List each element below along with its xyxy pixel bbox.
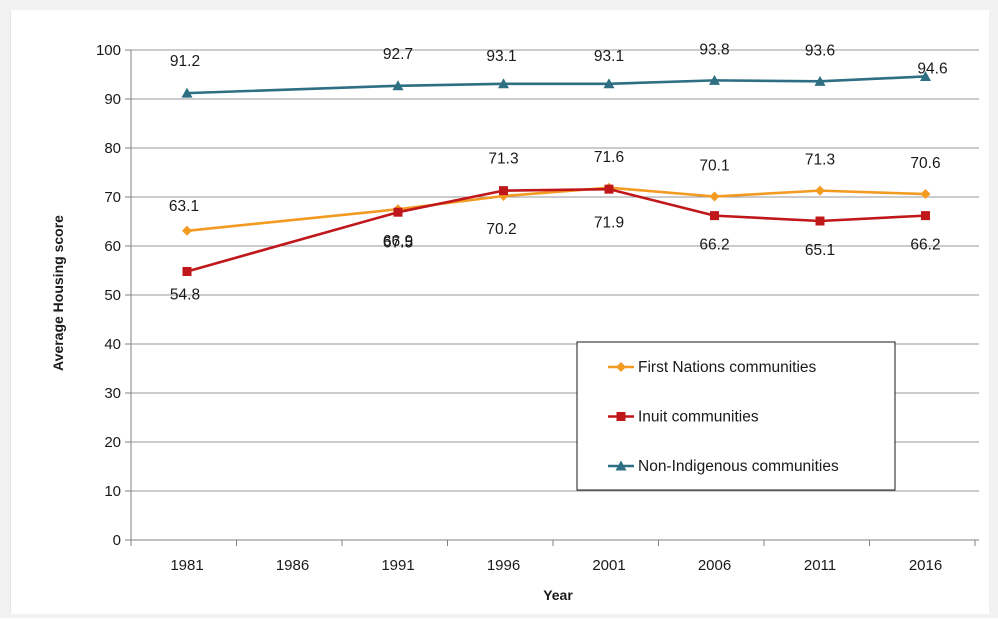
data-label-inuit-communities-2006: 66.2 (699, 237, 729, 254)
y-tick-label-50: 50 (104, 287, 121, 304)
x-tick-label-2011: 2011 (804, 557, 836, 574)
legend-marker-first-nations-communities (616, 362, 626, 372)
point-non-indigenous-communities-2006 (709, 74, 720, 85)
x-tick-label-2001: 2001 (592, 557, 625, 574)
data-label-first-nations-communities-2006: 70.1 (699, 158, 729, 175)
data-labels: 63.1 67.5 70.2 71.9 70.1 71.3 70.6 54.8 66.9 71.3… (169, 41, 948, 303)
point-inuit-communities-1981 (182, 266, 192, 276)
housing-score-line-chart: 0 10 20 30 40 50 60 70 80 90 100 1981 1986 1991 1996 2… (50, 41, 979, 603)
y-tick-label-10: 10 (104, 483, 121, 500)
point-non-indigenous-communities-2001 (603, 78, 615, 89)
legend-label-inuit-communities: Inuit communities (638, 409, 759, 426)
point-first-nations-communities-2011 (815, 185, 825, 196)
y-tick-label-80: 80 (104, 140, 121, 157)
y-tick-label-70: 70 (104, 189, 121, 206)
data-label-non-indigenous-communities-1996: 93.1 (486, 48, 516, 65)
data-label-first-nations-communities-1981: 63.1 (169, 198, 199, 215)
y-tick-label-40: 40 (104, 336, 121, 353)
y-tick-label-30: 30 (104, 385, 121, 402)
point-inuit-communities-2011 (815, 216, 825, 226)
data-label-first-nations-communities-1991: 67.5 (383, 234, 413, 251)
x-tick-label-2006: 2006 (698, 557, 731, 574)
data-label-non-indigenous-communities-1991: 92.7 (383, 46, 413, 63)
series-line-inuit-communities (186, 187, 926, 273)
x-axis-title: Year (543, 587, 573, 603)
data-label-first-nations-communities-1996: 70.2 (486, 221, 516, 238)
point-inuit-communities-2016 (921, 211, 930, 221)
point-first-nations-communities-2016 (920, 189, 931, 200)
point-first-nations-communities-1981 (182, 225, 192, 236)
data-label-non-indigenous-communities-2006: 93.8 (699, 41, 729, 58)
data-label-non-indigenous-communities-2011: 93.6 (805, 42, 835, 59)
x-tick-label-1996: 1996 (487, 557, 520, 574)
x-tick-label-1991: 1991 (381, 557, 414, 574)
point-non-indigenous-communities-1996 (498, 78, 509, 89)
x-tick-label-1986: 1986 (276, 557, 309, 574)
data-label-non-indigenous-communities-2001: 93.1 (594, 48, 624, 65)
x-tick-label-2016: 2016 (909, 557, 942, 574)
legend-label-first-nations-communities: First Nations communities (638, 359, 817, 376)
point-non-indigenous-communities-1991 (392, 80, 404, 91)
axes (125, 49, 979, 546)
y-tick-label-0: 0 (113, 532, 121, 549)
legend: First Nations communities Inuit communiti… (576, 341, 896, 491)
x-tick-label-1981: 1981 (170, 557, 203, 574)
point-non-indigenous-communities-2011 (814, 75, 826, 86)
data-label-inuit-communities-1981: 54.8 (170, 286, 200, 303)
data-label-inuit-communities-2001: 71.6 (594, 149, 624, 166)
data-label-first-nations-communities-2001: 71.9 (594, 215, 624, 232)
point-inuit-communities-1996 (499, 186, 508, 196)
y-tick-label-20: 20 (104, 434, 121, 451)
y-tick-label-90: 90 (104, 91, 121, 108)
legend-marker-inuit-communities (616, 412, 626, 421)
data-label-inuit-communities-2016: 66.2 (910, 237, 940, 254)
data-label-first-nations-communities-2011: 71.3 (805, 152, 835, 169)
point-first-nations-communities-2006 (709, 191, 720, 202)
data-label-non-indigenous-communities-2016: 94.6 (917, 60, 947, 77)
data-label-first-nations-communities-2016: 70.6 (910, 155, 940, 172)
point-inuit-communities-2001 (604, 184, 614, 194)
y-axis-title: Average Housing score (50, 215, 66, 371)
series-line-non-indigenous-communities (186, 75, 926, 95)
grid-lines (131, 49, 979, 492)
point-non-indigenous-communities-2016 (920, 70, 931, 81)
data-label-inuit-communities-1996: 71.3 (488, 151, 518, 168)
point-inuit-communities-1991 (393, 207, 403, 217)
data-label-non-indigenous-communities-1981: 91.2 (170, 53, 200, 70)
chart-panel: 0 10 20 30 40 50 60 70 80 90 100 1981 1986 1991 1996 2… (10, 10, 989, 614)
series-markers (181, 70, 931, 276)
point-inuit-communities-2006 (710, 211, 719, 221)
x-tick-labels: 1981 1986 1991 1996 2001 2006 2011 2016 (170, 557, 942, 574)
y-tick-label-60: 60 (104, 238, 121, 255)
y-tick-label-100: 100 (96, 42, 121, 59)
data-label-inuit-communities-2011: 65.1 (805, 242, 835, 259)
y-tick-labels: 0 10 20 30 40 50 60 70 80 90 100 (96, 42, 121, 549)
legend-marker-non-indigenous-communities (615, 460, 627, 471)
series-line-first-nations-communities (186, 186, 926, 233)
data-label-inuit-communities-1991: 66.9 (383, 233, 413, 250)
legend-label-non-indigenous-communities: Non-Indigenous communities (638, 458, 839, 475)
point-non-indigenous-communities-1981 (181, 87, 193, 98)
